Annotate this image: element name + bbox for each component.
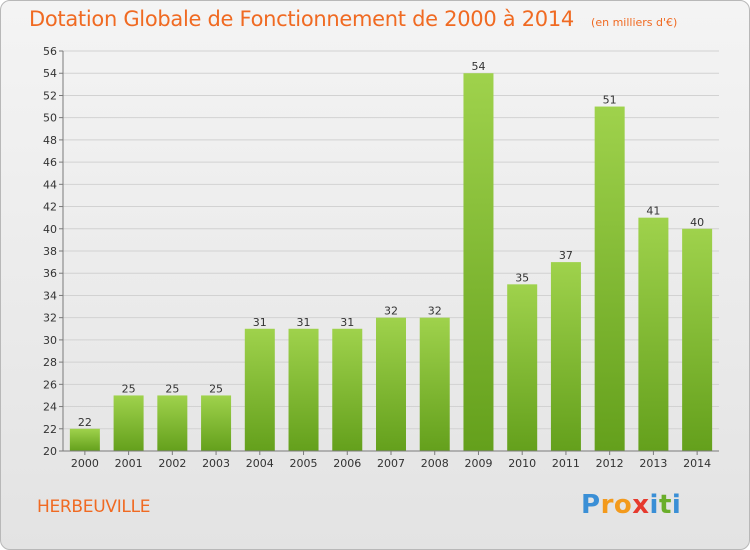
x-tick-label-2013: 2013: [639, 457, 667, 470]
y-tick-label: 32: [43, 312, 57, 325]
x-tick-label-2000: 2000: [71, 457, 99, 470]
proxiti-logo: Proxiti: [581, 490, 681, 520]
value-label-2005: 31: [297, 316, 311, 329]
value-label-2013: 41: [646, 205, 660, 218]
y-tick-label: 30: [43, 334, 57, 347]
value-label-2010: 35: [515, 271, 529, 284]
x-tick-label-2008: 2008: [421, 457, 449, 470]
x-tick-label-2002: 2002: [158, 457, 186, 470]
value-label-2000: 22: [78, 416, 92, 429]
value-label-2014: 40: [690, 216, 704, 229]
x-tick-label-2007: 2007: [377, 457, 405, 470]
y-tick-label: 42: [43, 201, 57, 214]
logo-letter: o: [613, 490, 633, 520]
value-label-2003: 25: [209, 382, 223, 395]
y-tick-label: 34: [43, 289, 57, 302]
x-tick-label-2006: 2006: [333, 457, 361, 470]
commune-name: HERBEUVILLE: [37, 497, 151, 517]
bar-2007: [376, 317, 406, 451]
y-tick-label: 28: [43, 356, 57, 369]
bar-2009: [463, 73, 494, 451]
axes: 20 22 24 26 28 30 32 34 36 38 40 42 44 46 48 50 52 54 56 20…: [43, 45, 719, 470]
bar-2000: [69, 428, 100, 451]
logo-letter: i: [671, 490, 682, 520]
bars: 22 25 25 25 31 31 31 32 32 54 35 37 51 41 40: [69, 60, 713, 452]
x-tick-label-2014: 2014: [683, 457, 711, 470]
bar-2011: [550, 262, 581, 451]
bar-2008: [419, 317, 450, 451]
bar-2014: [682, 228, 713, 451]
y-tick-label: 50: [43, 112, 57, 125]
bar-2002: [157, 395, 188, 451]
value-label-2012: 51: [603, 94, 617, 107]
value-label-2006: 31: [340, 316, 354, 329]
bar-2013: [638, 217, 669, 451]
chart-unit: (en milliers d'€): [591, 16, 678, 29]
y-tick-label: 52: [43, 89, 57, 102]
y-tick-label: 26: [43, 378, 57, 391]
bar-2005: [288, 328, 319, 451]
y-tick-label: 40: [43, 223, 57, 236]
y-tick-label: 56: [43, 45, 57, 58]
logo-letter: t: [658, 490, 672, 520]
value-label-2004: 31: [253, 316, 267, 329]
x-tick-label-2001: 2001: [115, 457, 143, 470]
bar-2001: [113, 395, 144, 451]
value-label-2007: 32: [384, 305, 398, 318]
bar-2010: [507, 284, 538, 451]
value-label-2002: 25: [165, 382, 179, 395]
y-tick-label: 44: [43, 178, 57, 191]
y-tick-label: 24: [43, 401, 57, 414]
bar-2004: [244, 328, 275, 451]
value-label-2008: 32: [428, 305, 442, 318]
logo-letter: r: [600, 490, 614, 520]
value-label-2001: 25: [122, 382, 136, 395]
value-label-2009: 54: [471, 60, 485, 73]
x-tick-label-2011: 2011: [552, 457, 580, 470]
y-tick-label: 48: [43, 134, 57, 147]
chart-title: Dotation Globale de Fonctionnement de 20…: [29, 7, 574, 31]
y-tick-label: 20: [43, 445, 57, 458]
x-tick-label-2004: 2004: [246, 457, 274, 470]
bar-2003: [201, 395, 232, 451]
logo-letter: x: [632, 490, 650, 520]
x-tick-label-2009: 2009: [464, 457, 492, 470]
x-tick-label-2010: 2010: [508, 457, 536, 470]
y-tick-label: 54: [43, 67, 57, 80]
value-label-2011: 37: [559, 249, 573, 262]
chart-header: Dotation Globale de Fonctionnement de 20…: [29, 7, 677, 31]
x-tick-label-2005: 2005: [290, 457, 318, 470]
logo-letter: i: [649, 490, 659, 520]
y-tick-label: 36: [43, 267, 57, 280]
y-tick-label: 22: [43, 423, 57, 436]
logo-letter: P: [581, 490, 601, 520]
bar-2012: [594, 106, 625, 452]
x-tick-label-2012: 2012: [596, 457, 624, 470]
x-tick-label-2003: 2003: [202, 457, 230, 470]
y-tick-label: 38: [43, 245, 57, 258]
y-tick-label: 46: [43, 156, 57, 169]
bar-2006: [332, 328, 363, 451]
